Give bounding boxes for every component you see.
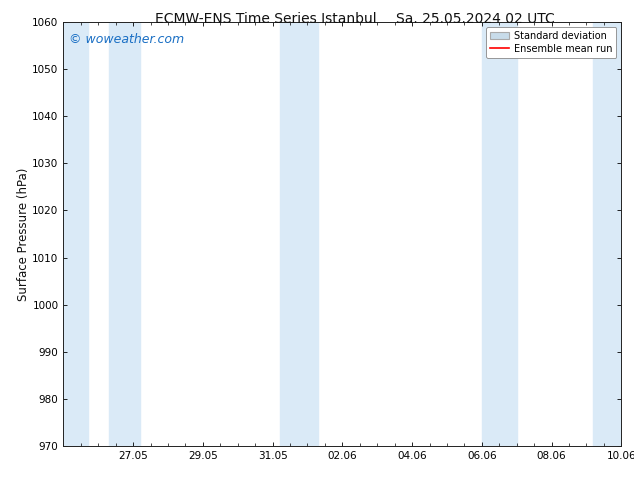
Y-axis label: Surface Pressure (hPa): Surface Pressure (hPa)	[16, 167, 30, 301]
Bar	[63, 22, 87, 446]
Bar	[482, 22, 517, 446]
Text: Sa. 25.05.2024 02 UTC: Sa. 25.05.2024 02 UTC	[396, 12, 555, 26]
Bar	[593, 22, 621, 446]
Legend: Standard deviation, Ensemble mean run: Standard deviation, Ensemble mean run	[486, 27, 616, 58]
Text: © woweather.com: © woweather.com	[69, 33, 184, 46]
Text: ECMW-ENS Time Series Istanbul: ECMW-ENS Time Series Istanbul	[155, 12, 377, 26]
Bar	[109, 22, 140, 446]
Bar	[280, 22, 318, 446]
